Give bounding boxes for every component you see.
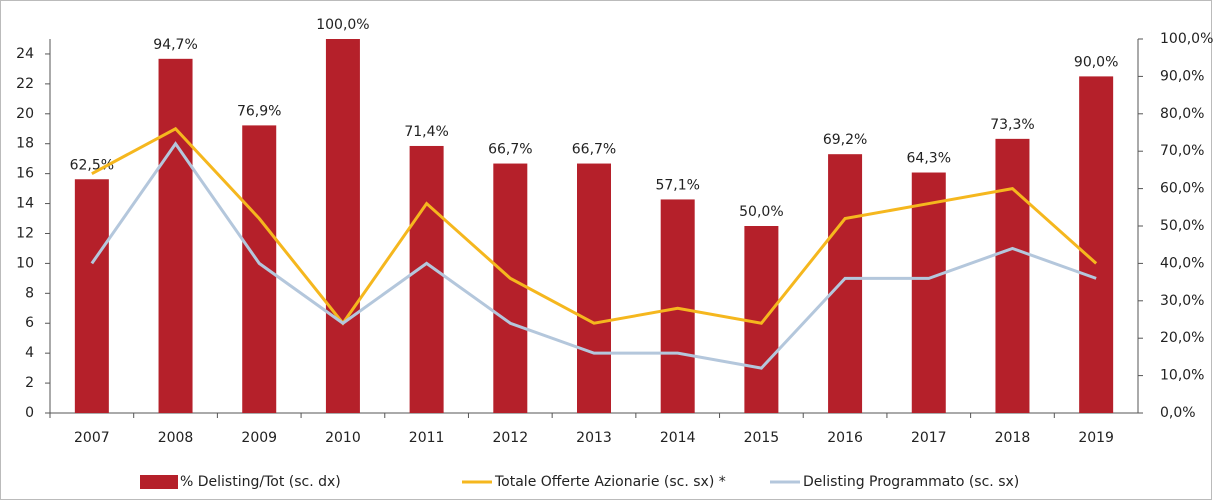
bar — [242, 125, 277, 414]
x-tick-label: 2015 — [744, 430, 780, 446]
bar — [660, 199, 695, 413]
value-label: 57,1% — [655, 177, 699, 193]
y-tick-label: 14 — [16, 196, 34, 212]
y-tick-label: 0 — [25, 405, 34, 421]
bar — [828, 154, 863, 413]
y-tick-label: 22 — [16, 76, 34, 92]
bar — [1079, 76, 1114, 414]
line — [90, 141, 1097, 370]
y2-tick-label: 30,0% — [1160, 293, 1204, 309]
x-tick-label: 2010 — [325, 430, 361, 446]
x-tick-label: 2019 — [1078, 430, 1114, 446]
y2-tick-label: 100,0% — [1160, 31, 1213, 47]
bar — [744, 226, 779, 413]
x-tick-label: 2011 — [409, 430, 445, 446]
y-tick-label: 24 — [16, 46, 34, 62]
y2-tick-label: 10,0% — [1160, 368, 1204, 384]
x-tick-label: 2014 — [660, 430, 696, 446]
y2-tick-label: 40,0% — [1160, 255, 1204, 271]
value-label: 66,7% — [488, 142, 532, 158]
bar — [493, 163, 528, 413]
bar — [995, 138, 1030, 413]
bar — [911, 172, 946, 413]
value-label: 64,3% — [907, 151, 951, 167]
y2-tick-label: 70,0% — [1160, 143, 1204, 159]
legend-label: % Delisting/Tot (sc. dx) — [180, 474, 341, 490]
legend-swatch — [140, 475, 178, 489]
y-tick-label: 20 — [16, 106, 34, 122]
legend-label: Totale Offerte Azionarie (sc. sx) * — [494, 474, 726, 490]
y2-tick-label: 50,0% — [1160, 218, 1204, 234]
value-label: 76,9% — [237, 103, 281, 119]
x-tick-label: 2018 — [995, 430, 1031, 446]
value-label: 100,0% — [316, 17, 369, 33]
x-tick-label: 2013 — [576, 430, 612, 446]
y-tick-label: 16 — [16, 166, 34, 182]
value-label: 50,0% — [739, 204, 783, 220]
x-tick-label: 2009 — [241, 430, 277, 446]
y2-tick-label: 0,0% — [1160, 405, 1196, 421]
x-tick-label: 2016 — [827, 430, 863, 446]
x-tick-label: 2017 — [911, 430, 947, 446]
y-tick-label: 18 — [16, 136, 34, 152]
legend-label: Delisting Programmato (sc. sx) — [803, 474, 1019, 490]
value-label: 94,7% — [153, 37, 197, 53]
y-tick-label: 8 — [25, 285, 34, 301]
value-label: 66,7% — [572, 142, 616, 158]
x-tick-label: 2012 — [492, 430, 528, 446]
value-label: 73,3% — [990, 117, 1034, 133]
value-label: 71,4% — [404, 124, 448, 140]
y2-tick-label: 80,0% — [1160, 106, 1204, 122]
value-label: 69,2% — [823, 132, 867, 148]
y-tick-label: 2 — [25, 375, 34, 391]
y2-tick-label: 60,0% — [1160, 181, 1204, 197]
y-tick-label: 6 — [25, 315, 34, 331]
bar — [74, 179, 109, 413]
y2-tick-label: 90,0% — [1160, 68, 1204, 84]
value-label: 90,0% — [1074, 54, 1118, 70]
y-tick-label: 12 — [16, 225, 34, 241]
bar — [577, 163, 611, 413]
bar — [409, 145, 444, 414]
bar — [325, 39, 360, 413]
y-tick-label: 4 — [25, 345, 34, 361]
y2-tick-label: 20,0% — [1160, 330, 1204, 346]
x-tick-label: 2008 — [158, 430, 194, 446]
x-tick-label: 2007 — [74, 430, 110, 446]
line — [91, 126, 1098, 326]
y-tick-label: 10 — [16, 255, 34, 271]
bar — [158, 58, 193, 414]
